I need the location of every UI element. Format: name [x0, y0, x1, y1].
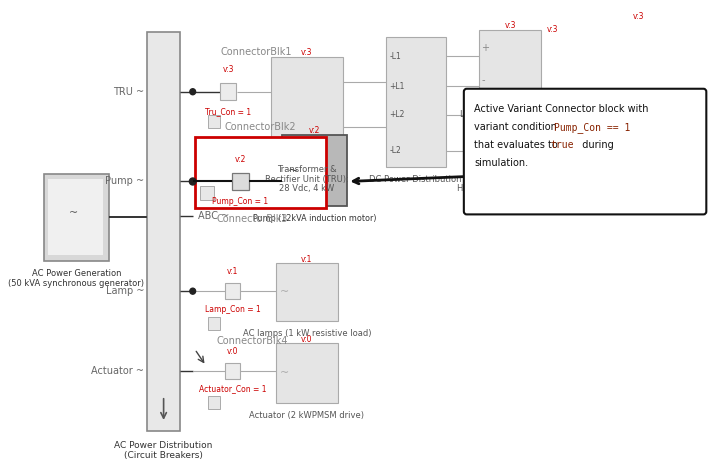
Text: v:1: v:1	[227, 267, 239, 276]
Text: ConnectorBlk3: ConnectorBlk3	[216, 214, 287, 225]
Text: ConnectorBlk4: ConnectorBlk4	[216, 336, 287, 346]
Text: Transformer &: Transformer &	[277, 164, 337, 174]
Text: Actuator_Con = 1: Actuator_Con = 1	[199, 384, 267, 394]
Text: (50 kVA synchronous generator): (50 kVA synchronous generator)	[9, 279, 144, 288]
Text: -: -	[481, 152, 485, 162]
Text: v:1: v:1	[301, 255, 312, 264]
Text: ~: ~	[287, 164, 298, 177]
Bar	[48, 180, 103, 255]
Bar	[386, 37, 446, 166]
Text: Pump_Con == 1: Pump_Con == 1	[553, 122, 630, 133]
Text: v:0: v:0	[227, 346, 239, 356]
Text: that evaluates to: that evaluates to	[474, 140, 561, 150]
Text: Pump (12kVA induction motor): Pump (12kVA induction motor)	[253, 214, 376, 224]
Text: -L2: -L2	[389, 146, 401, 156]
Text: Actuator (2 kWPMSM drive): Actuator (2 kWPMSM drive)	[250, 411, 364, 420]
Text: v:3: v:3	[504, 21, 516, 30]
Bar	[220, 83, 236, 100]
Text: -L1: -L1	[389, 52, 401, 61]
Text: TRU ~: TRU ~	[113, 87, 144, 97]
Text: v:0: v:0	[301, 334, 312, 344]
Text: v:3: v:3	[504, 102, 516, 111]
Bar	[195, 137, 327, 208]
Text: Lamp_Con = 1: Lamp_Con = 1	[205, 304, 261, 314]
Text: ~: ~	[68, 208, 78, 219]
Text: +L1: +L1	[389, 82, 405, 91]
Bar	[207, 115, 220, 128]
Text: true: true	[550, 140, 574, 150]
Text: ~: ~	[279, 287, 289, 297]
Text: ConnectorBlk2: ConnectorBlk2	[225, 122, 297, 132]
Text: v:3: v:3	[222, 65, 234, 74]
Bar	[479, 111, 541, 176]
Text: during: during	[575, 140, 613, 150]
Circle shape	[190, 288, 195, 294]
Text: simulation.: simulation.	[474, 158, 528, 168]
Circle shape	[190, 178, 196, 185]
Bar	[271, 57, 343, 157]
Text: ConnectorBlk1: ConnectorBlk1	[221, 47, 292, 57]
Bar	[200, 187, 214, 201]
Bar	[43, 174, 108, 261]
Text: v:2: v:2	[309, 126, 321, 135]
Text: v:3: v:3	[633, 12, 645, 21]
Text: Pump_Con = 1: Pump_Con = 1	[212, 197, 269, 206]
Text: Lamp ~: Lamp ~	[106, 286, 144, 296]
Text: Tru_Con = 1: Tru_Con = 1	[205, 107, 251, 116]
Text: AC Power Generation: AC Power Generation	[31, 269, 121, 278]
Bar	[207, 316, 220, 329]
Text: ABC ~: ABC ~	[198, 212, 229, 221]
Text: AC Power Distribution: AC Power Distribution	[114, 441, 212, 450]
Text: Heater (Thermal resistor): Heater (Thermal resistor)	[457, 184, 563, 194]
Bar	[232, 172, 249, 190]
Bar	[282, 134, 347, 207]
Text: +: +	[481, 43, 489, 53]
Text: Rectifier Unit (TRU):: Rectifier Unit (TRU):	[265, 175, 349, 183]
Text: v:3: v:3	[301, 49, 312, 57]
Text: v:3: v:3	[547, 25, 558, 34]
Circle shape	[190, 89, 195, 95]
Bar	[207, 396, 220, 409]
Bar	[225, 363, 240, 379]
Text: Actuator ~: Actuator ~	[91, 366, 144, 376]
Text: Pump ~: Pump ~	[105, 176, 144, 187]
Text: (Circuit Breakers): (Circuit Breakers)	[124, 451, 203, 460]
Text: AC lamps (1 kW resistive load): AC lamps (1 kW resistive load)	[242, 329, 371, 338]
Bar	[147, 32, 180, 431]
Text: ~: ~	[279, 368, 289, 378]
Bar	[276, 263, 338, 321]
Text: +L2: +L2	[389, 110, 405, 119]
Bar	[479, 30, 541, 102]
Bar	[225, 283, 240, 299]
FancyBboxPatch shape	[464, 89, 707, 214]
Text: +: +	[481, 122, 489, 132]
Text: 28 Vdc, 4 kW: 28 Vdc, 4 kW	[279, 184, 334, 194]
Text: -: -	[481, 75, 485, 85]
Bar	[276, 343, 338, 403]
Text: variant condition: variant condition	[474, 122, 560, 132]
Text: Active Variant Connector block with: Active Variant Connector block with	[474, 103, 649, 114]
Text: DC Power Distribution: DC Power Distribution	[369, 175, 462, 183]
Text: Lamp (Variable resistor): Lamp (Variable resistor)	[460, 109, 560, 119]
Text: v:2: v:2	[235, 155, 246, 164]
